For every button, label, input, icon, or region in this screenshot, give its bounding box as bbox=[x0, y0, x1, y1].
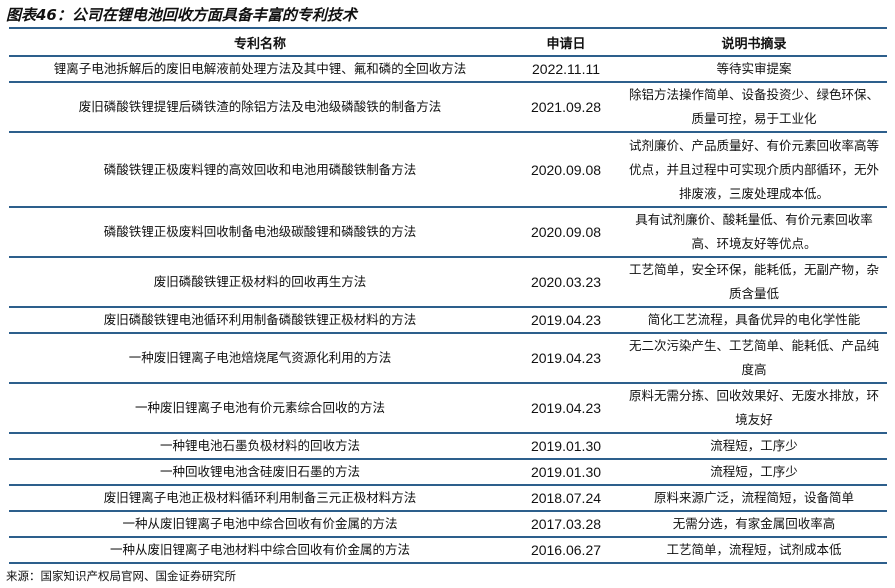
description-cell: 流程短，工序少 bbox=[621, 433, 887, 460]
description-cell: 无二次污染产生、工艺简单、能耗低、产品纯度高 bbox=[621, 333, 887, 384]
figure-title: 图表46：公司在锂电池回收方面具备丰富的专利技术 bbox=[6, 6, 357, 24]
table-row: 一种锂电池石墨负极材料的回收方法 2019.01.30 流程短，工序少 bbox=[9, 433, 887, 460]
patent-name-cell: 一种废旧锂离子电池焙烧尾气资源化利用的方法 bbox=[9, 333, 511, 384]
patent-table: 专利名称 申请日 说明书摘录 锂离子电池拆解后的废旧电解液前处理方法及其中锂、氟… bbox=[9, 27, 887, 564]
date-cell: 2021.09.28 bbox=[511, 82, 621, 133]
patent-name-cell: 磷酸铁锂正极废料锂的高效回收和电池用磷酸铁制备方法 bbox=[9, 132, 511, 208]
patent-name-cell: 废旧磷酸铁锂电池循环利用制备磷酸铁锂正极材料的方法 bbox=[9, 307, 511, 334]
patent-name-cell: 废旧磷酸铁锂正极材料的回收再生方法 bbox=[9, 257, 511, 308]
description-cell: 原料无需分拣、回收效果好、无废水排放，环境友好 bbox=[621, 383, 887, 434]
date-cell: 2019.01.30 bbox=[511, 433, 621, 460]
description-cell: 具有试剂廉价、酸耗量低、有价元素回收率高、环境友好等优点。 bbox=[621, 207, 887, 258]
table-row: 一种从废旧锂离子电池材料中综合回收有价金属的方法 2016.06.27 工艺简单，流… bbox=[9, 537, 887, 564]
description-cell: 工艺简单，流程短，试剂成本低 bbox=[621, 537, 887, 564]
table-row: 废旧磷酸铁锂提锂后磷铁渣的除铝方法及电池级磷酸铁的制备方法 2021.09.28 除… bbox=[9, 82, 887, 133]
table-row: 一种回收锂电池含硅废旧石墨的方法 2019.01.30 流程短，工序少 bbox=[9, 459, 887, 486]
description-cell: 无需分选，有家金属回收率高 bbox=[621, 511, 887, 538]
table-row: 一种从废旧锂离子电池中综合回收有价金属的方法 2017.03.28 无需分选，有家金… bbox=[9, 511, 887, 538]
table-row: 锂离子电池拆解后的废旧电解液前处理方法及其中锂、氟和磷的全回收方法 2022.11… bbox=[9, 56, 887, 83]
description-cell: 简化工艺流程，具备优异的电化学性能 bbox=[621, 307, 887, 334]
date-cell: 2019.04.23 bbox=[511, 383, 621, 434]
patent-name-cell: 一种从废旧锂离子电池中综合回收有价金属的方法 bbox=[9, 511, 511, 538]
description-cell: 等待实审提案 bbox=[621, 56, 887, 83]
date-cell: 2020.09.08 bbox=[511, 207, 621, 258]
date-cell: 2020.03.23 bbox=[511, 257, 621, 308]
date-cell: 2018.07.24 bbox=[511, 485, 621, 512]
date-cell: 2017.03.28 bbox=[511, 511, 621, 538]
description-cell: 流程短，工序少 bbox=[621, 459, 887, 486]
patent-name-cell: 一种从废旧锂离子电池材料中综合回收有价金属的方法 bbox=[9, 537, 511, 564]
patent-name-cell: 磷酸铁锂正极废料回收制备电池级碳酸锂和磷酸铁的方法 bbox=[9, 207, 511, 258]
date-cell: 2020.09.08 bbox=[511, 132, 621, 208]
table-row: 废旧磷酸铁锂正极材料的回收再生方法 2020.03.23 工艺简单，安全环保，能耗低… bbox=[9, 257, 887, 308]
date-cell: 2019.04.23 bbox=[511, 333, 621, 384]
source-note: 来源：国家知识产权局官网、国金证券研究所 bbox=[6, 569, 236, 583]
date-cell: 2019.01.30 bbox=[511, 459, 621, 486]
patent-name-cell: 一种锂电池石墨负极材料的回收方法 bbox=[9, 433, 511, 460]
table-row: 废旧磷酸铁锂电池循环利用制备磷酸铁锂正极材料的方法 2019.04.23 简化工艺流… bbox=[9, 307, 887, 334]
date-cell: 2019.04.23 bbox=[511, 307, 621, 334]
header-description: 说明书摘录 bbox=[621, 27, 887, 57]
table-row: 一种废旧锂离子电池焙烧尾气资源化利用的方法 2019.04.23 无二次污染产生、工… bbox=[9, 333, 887, 384]
patent-name-cell: 废旧磷酸铁锂提锂后磷铁渣的除铝方法及电池级磷酸铁的制备方法 bbox=[9, 82, 511, 133]
table-row: 一种废旧锂离子电池有价元素综合回收的方法 2019.04.23 原料无需分拣、回收效… bbox=[9, 383, 887, 434]
header-patent-name: 专利名称 bbox=[9, 27, 511, 57]
description-cell: 除铝方法操作简单、设备投资少、绿色环保、质量可控，易于工业化 bbox=[621, 82, 887, 133]
header-date: 申请日 bbox=[511, 27, 621, 57]
date-cell: 2022.11.11 bbox=[511, 56, 621, 83]
patent-name-cell: 一种回收锂电池含硅废旧石墨的方法 bbox=[9, 459, 511, 486]
patent-name-cell: 锂离子电池拆解后的废旧电解液前处理方法及其中锂、氟和磷的全回收方法 bbox=[9, 56, 511, 83]
description-cell: 试剂廉价、产品质量好、有价元素回收率高等优点，并且过程中可实现介质内部循环，无外… bbox=[621, 132, 887, 208]
table-header-row: 专利名称 申请日 说明书摘录 bbox=[9, 27, 887, 57]
table-row: 磷酸铁锂正极废料回收制备电池级碳酸锂和磷酸铁的方法 2020.09.08 具有试剂廉… bbox=[9, 207, 887, 258]
date-cell: 2016.06.27 bbox=[511, 537, 621, 564]
patent-name-cell: 一种废旧锂离子电池有价元素综合回收的方法 bbox=[9, 383, 511, 434]
table-row: 废旧锂离子电池正极材料循环利用制备三元正极材料方法 2018.07.24 原料来源广… bbox=[9, 485, 887, 512]
description-cell: 工艺简单，安全环保，能耗低，无副产物，杂质含量低 bbox=[621, 257, 887, 308]
description-cell: 原料来源广泛，流程简短，设备简单 bbox=[621, 485, 887, 512]
table-row: 磷酸铁锂正极废料锂的高效回收和电池用磷酸铁制备方法 2020.09.08 试剂廉价、… bbox=[9, 132, 887, 208]
patent-name-cell: 废旧锂离子电池正极材料循环利用制备三元正极材料方法 bbox=[9, 485, 511, 512]
